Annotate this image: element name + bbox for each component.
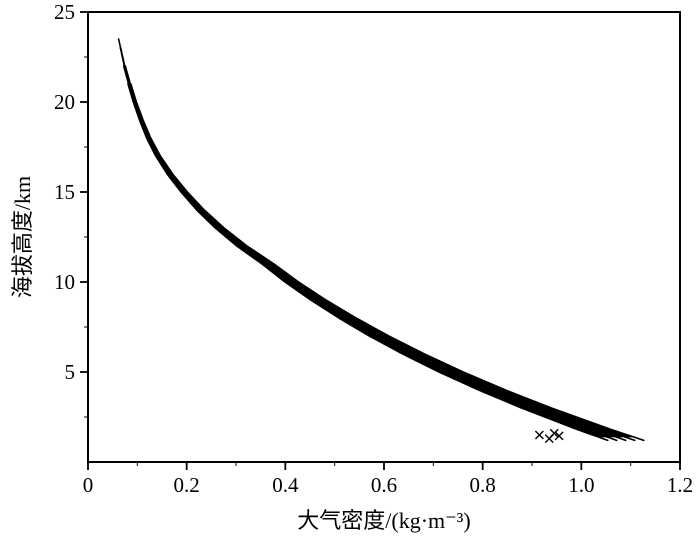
- density-profile-line: [117, 38, 627, 442]
- density-profile-line: [123, 65, 610, 438]
- density-profile-line: [127, 83, 603, 438]
- density-profile-line: [130, 83, 645, 442]
- density-profile-line: [129, 83, 630, 438]
- density-profile-line: [129, 83, 632, 438]
- density-profile-line: [127, 83, 601, 438]
- axis-ticks: 0 0.2 0.4 0.6 0.8 1.0 1.2 5 10 15 20 25: [54, 0, 693, 497]
- density-profile-line: [119, 47, 619, 438]
- x-tick-label: 0: [83, 473, 94, 497]
- density-profile-line: [127, 83, 609, 442]
- x-tick-label: 1.2: [667, 473, 693, 497]
- density-profile-line: [122, 65, 606, 438]
- x-tick-label: 0.8: [470, 473, 496, 497]
- plot-frame: [87, 11, 681, 463]
- profile-band: [117, 38, 645, 442]
- x-tick-label: 0.6: [371, 473, 397, 497]
- density-profile-line: [124, 65, 636, 442]
- density-profile-line: [123, 65, 618, 442]
- x-marker: [534, 430, 544, 440]
- x-tick-label: 1.0: [568, 473, 594, 497]
- y-tick-label: 15: [54, 180, 75, 204]
- y-tick-label: 20: [54, 90, 75, 114]
- axes-frame: [87, 11, 681, 463]
- x-marker: [549, 428, 559, 438]
- scatter-marks: [534, 428, 564, 444]
- x-marker: [554, 431, 564, 441]
- x-tick-label: 0.4: [272, 473, 299, 497]
- y-axis-title: 海拔高度/km: [10, 176, 35, 298]
- x-tick-label: 0.2: [174, 473, 200, 497]
- density-profile-line: [119, 47, 614, 438]
- x-axis-title: 大气密度/(kg·m⁻³): [297, 508, 470, 533]
- y-tick-label: 25: [54, 0, 75, 24]
- density-profile-line: [123, 65, 612, 438]
- y-tick-label: 5: [65, 360, 76, 384]
- density-profile-line: [124, 65, 621, 438]
- density-profile-line: [124, 65, 623, 438]
- density-profile-line: [124, 65, 628, 438]
- y-tick-label: 10: [54, 270, 75, 294]
